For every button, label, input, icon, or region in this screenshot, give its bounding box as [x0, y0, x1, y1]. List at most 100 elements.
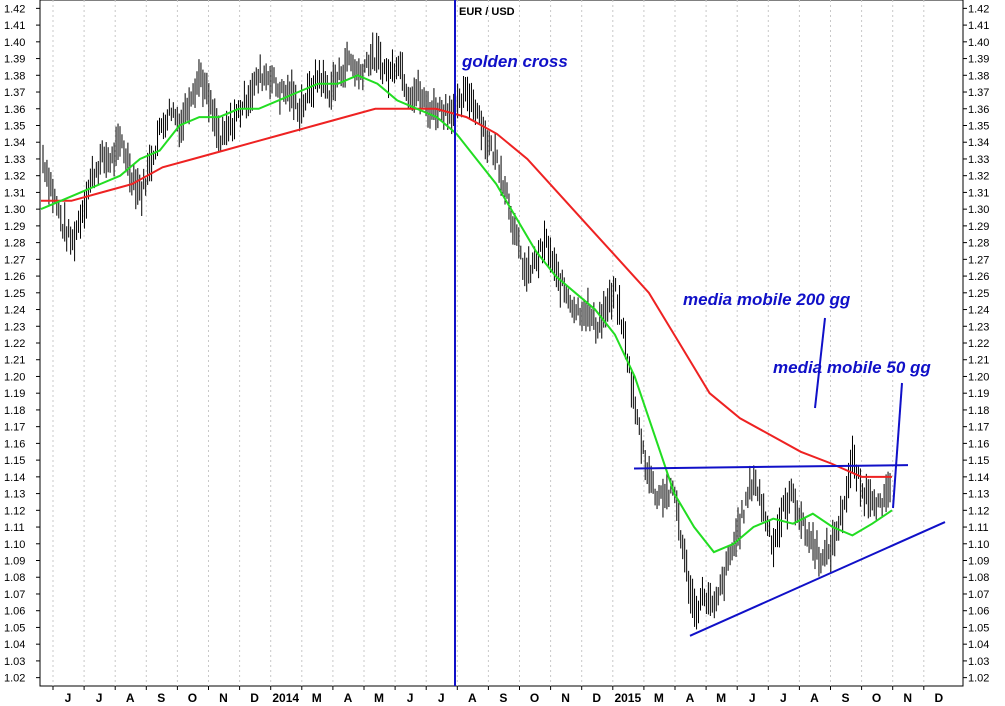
y-tick-label-right: 1.19: [968, 388, 989, 400]
chart-title: EUR / USD: [459, 6, 515, 18]
x-tick-label: A: [344, 691, 353, 705]
y-tick-label-right: 1.34: [968, 137, 989, 149]
y-tick-label-left: 1.22: [4, 338, 25, 350]
y-tick-label-left: 1.36: [4, 104, 25, 116]
resistance-line: [633, 464, 909, 470]
y-tick-label-left: 1.42: [4, 3, 25, 15]
y-tick-label-left: 1.08: [4, 572, 25, 584]
y-tick-label-left: 1.16: [4, 438, 25, 450]
y-tick-label-left: 1.11: [4, 522, 25, 534]
y-tick-label-left: 1.28: [4, 238, 25, 250]
y-tick-label-right: 1.22: [968, 338, 989, 350]
y-tick-label-right: 1.30: [968, 204, 989, 216]
y-axis-left: 1.02 1.03 1.04 1.05 1.06 1.07 1.08 1.09 1.10 1.11…: [4, 3, 40, 685]
ma50-pointer: [892, 382, 903, 509]
x-tick-label: J: [407, 691, 414, 705]
x-tick-label: N: [219, 691, 228, 705]
y-tick-label-right: 1.37: [968, 87, 989, 99]
y-tick-label-left: 1.37: [4, 87, 25, 99]
y-tick-label-right: 1.21: [968, 355, 989, 367]
x-tick-label: S: [841, 691, 849, 705]
y-tick-label-left: 1.30: [4, 204, 25, 216]
y-tick-label-right: 1.28: [968, 238, 989, 250]
x-tick-label: M: [716, 691, 726, 705]
y-tick-label-right: 1.32: [968, 171, 989, 183]
ma200-pointer: [814, 317, 826, 409]
y-tick-label-right: 1.31: [968, 187, 989, 199]
x-tick-label: J: [438, 691, 445, 705]
y-tick-label-right: 1.27: [968, 254, 989, 266]
y-tick-label-right: 1.12: [968, 505, 989, 517]
y-tick-label-right: 1.06: [968, 606, 989, 618]
y-tick-label-right: 1.23: [968, 321, 989, 333]
y-tick-label-left: 1.19: [4, 388, 25, 400]
y-tick-label-left: 1.35: [4, 120, 25, 132]
y-tick-label-right: 1.33: [968, 154, 989, 166]
y-tick-label-left: 1.27: [4, 254, 25, 266]
y-tick-label-right: 1.03: [968, 656, 989, 668]
y-tick-label-left: 1.40: [4, 37, 25, 49]
y-axis-right: 1.02 1.03 1.04 1.05 1.06 1.07 1.08 1.09 1.10 1.11…: [963, 3, 989, 685]
x-tick-label: A: [810, 691, 819, 705]
support-line: [689, 521, 946, 637]
x-tick-label: D: [592, 691, 601, 705]
y-tick-label-right: 1.16: [968, 438, 989, 450]
x-tick-label: M: [312, 691, 322, 705]
x-tick-label: A: [468, 691, 477, 705]
y-tick-label-right: 1.26: [968, 271, 989, 283]
x-tick-label: N: [561, 691, 570, 705]
x-tick-label: J: [749, 691, 756, 705]
x-tick-label: M: [654, 691, 664, 705]
y-tick-label-right: 1.05: [968, 622, 989, 634]
y-tick-label-left: 1.29: [4, 221, 25, 233]
y-tick-label-left: 1.17: [4, 422, 25, 434]
y-tick-label-left: 1.18: [4, 405, 25, 417]
annotation-lines: [454, 0, 946, 686]
y-tick-label-left: 1.02: [4, 673, 25, 685]
y-tick-label-right: 1.41: [968, 20, 989, 32]
x-tick-label: 2015: [614, 691, 641, 705]
y-tick-label-right: 1.20: [968, 371, 989, 383]
x-tick-label: 2014: [272, 691, 299, 705]
y-tick-label-right: 1.24: [968, 305, 989, 317]
y-tick-label-left: 1.38: [4, 70, 25, 82]
y-tick-label-left: 1.39: [4, 54, 25, 66]
y-tick-label-left: 1.12: [4, 505, 25, 517]
x-tick-label: J: [780, 691, 787, 705]
y-tick-label-left: 1.21: [4, 355, 25, 367]
y-tick-label-left: 1.32: [4, 171, 25, 183]
y-tick-label-right: 1.04: [968, 639, 989, 651]
y-tick-label-left: 1.24: [4, 305, 25, 317]
x-axis: J J A S O N D 2014 M A M J J A S O N D 2015 M A M J J A S O N D: [52, 686, 943, 705]
x-tick-label: O: [188, 691, 197, 705]
x-tick-label: S: [157, 691, 165, 705]
y-tick-label-right: 1.07: [968, 589, 989, 601]
y-tick-label-left: 1.15: [4, 455, 25, 467]
y-tick-label-left: 1.13: [4, 489, 25, 501]
y-tick-label-right: 1.40: [968, 37, 989, 49]
y-tick-label-left: 1.20: [4, 371, 25, 383]
y-tick-label-right: 1.42: [968, 3, 989, 15]
y-tick-label-left: 1.09: [4, 556, 25, 568]
y-tick-label-left: 1.14: [4, 472, 25, 484]
y-tick-label-left: 1.03: [4, 656, 25, 668]
y-tick-label-right: 1.38: [968, 70, 989, 82]
y-tick-label-left: 1.04: [4, 639, 25, 651]
y-tick-label-right: 1.39: [968, 54, 989, 66]
y-tick-label-left: 1.05: [4, 622, 25, 634]
y-tick-label-left: 1.25: [4, 288, 25, 300]
y-tick-label-right: 1.10: [968, 539, 989, 551]
y-tick-label-right: 1.17: [968, 422, 989, 434]
ma200-label: media mobile 200 gg: [683, 290, 851, 309]
y-tick-label-right: 1.15: [968, 455, 989, 467]
y-tick-label-left: 1.33: [4, 154, 25, 166]
y-tick-label-left: 1.34: [4, 137, 25, 149]
x-tick-label: A: [126, 691, 135, 705]
y-tick-label-left: 1.07: [4, 589, 25, 601]
x-tick-label: S: [499, 691, 507, 705]
y-tick-label-right: 1.09: [968, 556, 989, 568]
y-tick-label-left: 1.31: [4, 187, 25, 199]
x-tick-label: N: [903, 691, 912, 705]
y-tick-label-left: 1.41: [4, 20, 25, 32]
